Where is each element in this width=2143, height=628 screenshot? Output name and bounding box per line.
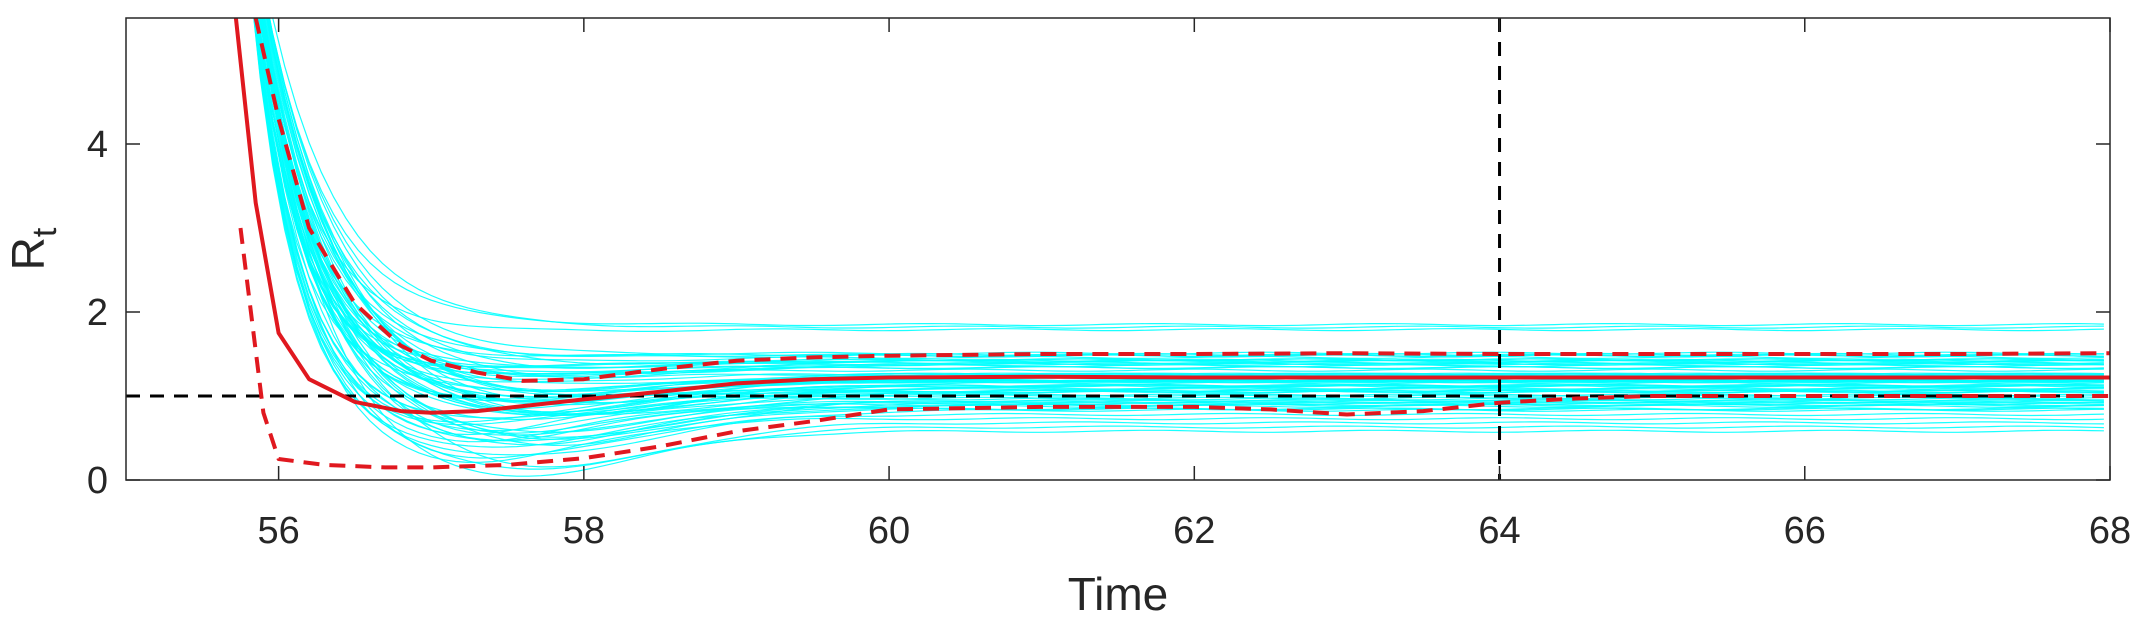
x-axis-ticks: 56 58 60 62 64 66 68 [257,18,2131,552]
ensemble-trajectory [254,18,2104,470]
y-axis-title-subscript: t [26,227,64,237]
x-tick-label: 68 [2089,510,2131,552]
ensemble-trajectory [261,18,2104,413]
lower-bound-line [238,227,2110,470]
ensemble-trajectory [259,18,2104,357]
ensemble-trajectory [266,18,2104,384]
ensemble-trajectory [256,18,2104,368]
ensemble-trajectory [259,18,2104,434]
ensemble-trajectory [258,18,2104,383]
summary-series [233,18,2110,470]
x-axis-title: Time [1068,568,1169,620]
x-tick-label: 62 [1173,510,1215,552]
ensemble-trajectory [253,18,2104,456]
ensemble-trajectory [268,18,2104,355]
y-tick-label: 0 [87,460,108,502]
ensemble-trajectory [261,18,2104,380]
x-tick-label: 56 [257,510,299,552]
median-line [233,18,2110,415]
ensemble-trajectory [255,18,2104,432]
y-axis-title: Rt [2,227,64,270]
ensemble-trajectory [259,18,2104,378]
ensemble-trajectory [253,18,2104,426]
plot-frame [125,17,2111,481]
ensemble-trajectory [256,18,2104,373]
x-tick-label: 64 [1478,510,1520,552]
ensemble-trajectory [255,18,2104,459]
x-tick-label: 66 [1784,510,1826,552]
ensemble-trajectory [257,18,2104,416]
ensemble-trajectory [259,18,2104,441]
x-tick-label: 60 [868,510,910,552]
ensemble-trajectory [268,18,2104,365]
y-axis-ticks: 0 2 4 [87,124,2110,502]
ensemble-trajectory [262,18,2104,332]
upper-bound-line [253,18,2110,383]
y-axis-title-main: R [2,237,54,270]
x-tick-label: 58 [563,510,605,552]
ensemble-trajectory [259,18,2104,477]
ensemble-trajectory [268,18,2104,327]
y-tick-label: 2 [87,292,108,334]
y-tick-label: 4 [87,124,108,166]
ensemble-trajectory [261,18,2104,468]
